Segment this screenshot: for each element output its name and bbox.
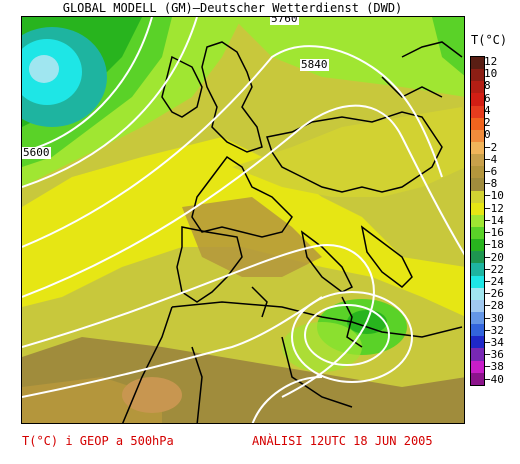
legend-swatch: [471, 311, 484, 325]
legend-swatch: [471, 57, 484, 70]
legend-swatch: [471, 69, 484, 82]
legend-swatch: [471, 93, 484, 106]
legend-level-label: −40: [484, 372, 504, 386]
variable-caption: T(°C) i GEOP a 500hPa: [22, 434, 174, 448]
legend-swatch: [471, 275, 484, 288]
legend-level-label: −4: [484, 152, 498, 166]
isoline-label: 5600: [22, 146, 51, 159]
legend-level-label: −20: [484, 250, 504, 264]
legend-level-label: −24: [484, 274, 504, 288]
legend-swatch: [471, 372, 484, 385]
legend-swatch: [471, 239, 484, 252]
isoline-label: 5760: [270, 17, 299, 25]
legend-swatch: [471, 287, 484, 300]
legend-level-label: −18: [484, 238, 504, 252]
legend-level-label: 2: [484, 116, 491, 130]
legend-level-label: 8: [484, 79, 491, 93]
legend-swatch: [471, 202, 484, 215]
legend-swatch: [471, 251, 484, 264]
legend-swatch: [471, 348, 484, 361]
legend-swatch: [471, 81, 484, 94]
legend-swatch: [471, 117, 484, 130]
legend-swatch: [471, 336, 484, 349]
weather-map: 5840 5600 5760: [21, 16, 465, 424]
legend-level-label: −34: [484, 336, 504, 350]
legend-level-label: 4: [484, 103, 491, 117]
legend-level-label: −10: [484, 189, 504, 203]
chart-title: GLOBAL MODELL (GM)—Deutscher Wetterdiens…: [62, 1, 403, 15]
legend-swatch: [471, 214, 484, 227]
legend-swatch: [471, 166, 484, 179]
legend-labels: 12 10 8 6 4 2 0 −2 −4 −6 −8 −10 −12 −14 −16 −18 −20 −22 −2…: [484, 56, 520, 386]
legend-level-label: −32: [484, 323, 504, 337]
legend-swatch: [471, 263, 484, 276]
legend-level-label: −36: [484, 348, 504, 362]
legend-swatch: [471, 190, 484, 203]
isoline-label: 5840: [300, 58, 329, 71]
analysis-time-caption: ANÀLISI 12UTC 18 JUN 2005: [252, 434, 433, 448]
legend-level-label: 10: [484, 67, 498, 81]
legend-level-label: −26: [484, 287, 504, 301]
legend-level-label: −14: [484, 213, 504, 227]
legend-swatch: [471, 141, 484, 155]
legend-level-label: −16: [484, 226, 504, 240]
temperature-field: [22, 17, 464, 423]
legend-swatch: [471, 299, 484, 312]
legend-level-label: −8: [484, 177, 498, 191]
legend-level-label: 12: [484, 55, 498, 68]
legend-swatch: [471, 178, 484, 191]
legend-swatch: [471, 324, 484, 337]
legend-level-label: −22: [484, 262, 504, 276]
legend-swatch: [471, 105, 484, 118]
legend-level-label: −12: [484, 201, 504, 215]
legend-swatch: [471, 129, 484, 142]
legend-level-label: −28: [484, 299, 504, 313]
legend-level-label: −2: [484, 140, 498, 154]
legend-level-label: −30: [484, 311, 504, 325]
color-legend: [470, 56, 485, 386]
legend-level-label: −38: [484, 360, 504, 374]
legend-level-label: 0: [484, 128, 491, 142]
legend-level-label: −6: [484, 164, 498, 178]
legend-title: T(°C): [471, 33, 508, 47]
legend-level-label: 6: [484, 91, 491, 105]
legend-swatch: [471, 154, 484, 167]
legend-swatch: [471, 360, 484, 373]
legend-swatch: [471, 226, 484, 240]
